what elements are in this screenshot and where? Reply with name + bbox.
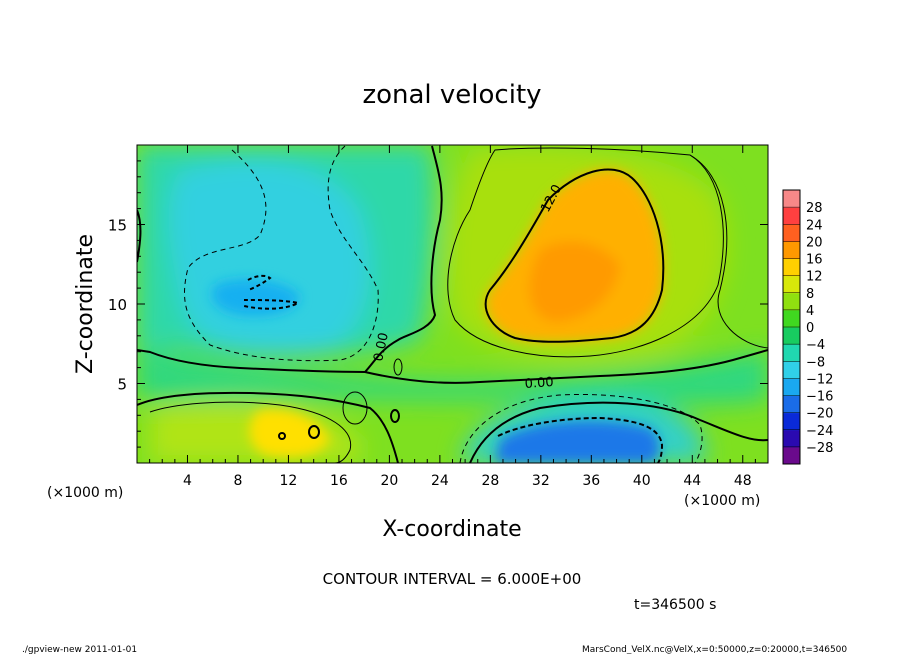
x-tick-label: 20 bbox=[380, 473, 398, 489]
time-text: t=346500 s bbox=[634, 597, 716, 613]
contour-6-small-c bbox=[342, 391, 368, 425]
y-axis: 5 10 15 bbox=[108, 160, 768, 448]
colorbar-swatch bbox=[783, 327, 800, 345]
colorbar-swatch bbox=[783, 207, 800, 225]
colorbar-swatch bbox=[783, 190, 800, 208]
y-tick-label: 10 bbox=[108, 296, 127, 314]
x-tick-label: 28 bbox=[481, 473, 499, 489]
colorbar-swatch bbox=[783, 429, 800, 448]
contour-12-small-b bbox=[278, 432, 286, 440]
colorbar-swatch bbox=[783, 361, 800, 379]
contour-6 bbox=[447, 147, 724, 358]
core-negative-lower bbox=[495, 420, 660, 463]
x-unit-label-right: (×1000 m) bbox=[684, 493, 760, 509]
y-axis-label: Z-coordinate bbox=[73, 234, 98, 374]
colorbar-swatch bbox=[783, 258, 800, 277]
contour-neg12-upperleft bbox=[243, 299, 301, 310]
contour-0-lowerright bbox=[469, 401, 768, 463]
contour-neg12-upperleft-b bbox=[247, 274, 272, 291]
contour-neg12-lower bbox=[497, 416, 664, 463]
colorbar-label: 4 bbox=[806, 304, 814, 319]
colorbar-label: −12 bbox=[806, 372, 833, 387]
contour-12 bbox=[484, 168, 665, 343]
contour-0-leftedge bbox=[137, 209, 142, 263]
colorbar-label: 24 bbox=[806, 218, 823, 233]
y-tick-label: 15 bbox=[108, 217, 127, 235]
contour-interval-text: CONTOUR INTERVAL = 6.000E+00 bbox=[323, 570, 582, 588]
contour-right-edge bbox=[689, 154, 768, 349]
colorbar-swatch bbox=[783, 309, 800, 328]
x-tick-label: 24 bbox=[431, 473, 449, 489]
x-axis: 4 8 12 16 20 24 28 32 36 40 44 48 bbox=[149, 145, 756, 489]
x-tick-label: 32 bbox=[532, 473, 550, 489]
core-positive-lower-left bbox=[249, 408, 330, 458]
colorbar-swatch bbox=[783, 395, 800, 414]
region-near-zero-band bbox=[137, 350, 768, 405]
colorbar-label: 16 bbox=[806, 253, 823, 268]
colorbar-label: −8 bbox=[806, 355, 825, 370]
colorbar-label: −4 bbox=[806, 338, 825, 353]
colorbar-swatch bbox=[783, 378, 800, 396]
colorbar-label: −20 bbox=[806, 407, 833, 422]
plot-area: 12.0 0.00 0.00 bbox=[136, 144, 769, 464]
colorbar-label: −16 bbox=[806, 390, 833, 405]
y-tick-label: 5 bbox=[117, 376, 127, 394]
x-tick-label: 40 bbox=[633, 473, 651, 489]
x-tick-label: 4 bbox=[183, 473, 192, 489]
footer-right: MarsCond_VelX.nc@VelX,x=0:50000,z=0:2000… bbox=[582, 645, 847, 654]
colorbar-swatch bbox=[783, 275, 800, 294]
contour-0-small-e bbox=[393, 358, 403, 376]
colorbar-swatch bbox=[783, 412, 800, 431]
contour-0-right bbox=[364, 349, 768, 384]
contour-neg6-upperleft bbox=[183, 145, 379, 362]
core-negative-upper-left bbox=[211, 279, 300, 316]
colorbar-swatch bbox=[783, 292, 800, 311]
x-tick-label: 16 bbox=[330, 473, 348, 489]
x-tick-label: 12 bbox=[280, 473, 298, 489]
x-tick-label: 48 bbox=[734, 473, 752, 489]
contour-0-lower bbox=[137, 391, 399, 463]
colorbar-label: −28 bbox=[806, 441, 833, 456]
colorbar-label: 28 bbox=[806, 201, 823, 216]
colorbar-label: 20 bbox=[806, 235, 823, 250]
x-unit-label-left: (×1000 m) bbox=[47, 485, 123, 501]
colorbar-label: 0 bbox=[806, 321, 814, 336]
contour-12-small-a bbox=[308, 425, 320, 439]
field-cores bbox=[211, 169, 664, 463]
contour-neg6-lower bbox=[459, 394, 703, 463]
colorbar-swatch bbox=[783, 344, 800, 362]
colorbar-label: 12 bbox=[806, 270, 823, 285]
contour-label-0-b: 0.00 bbox=[524, 375, 554, 392]
colorbar-swatch bbox=[783, 241, 800, 259]
footer-left: ./gpview-new 2011-01-01 bbox=[22, 645, 137, 654]
contour-6-lowerleft bbox=[149, 401, 352, 463]
colorbar-label: −24 bbox=[806, 424, 833, 439]
chart-title: zonal velocity bbox=[362, 80, 541, 110]
contour-0-main bbox=[137, 145, 443, 374]
colorbar: 28 24 20 16 12 8 4 0 −4 −8 −12 −16 −20 −24 −28 bbox=[782, 189, 833, 465]
x-tick-label: 8 bbox=[233, 473, 242, 489]
x-tick-label: 36 bbox=[582, 473, 600, 489]
x-axis-label: X-coordinate bbox=[382, 517, 521, 542]
contour-label-0-a: 0.00 bbox=[371, 331, 392, 362]
x-tick-label: 44 bbox=[683, 473, 701, 489]
core-positive-peak bbox=[529, 241, 620, 322]
colorbar-swatch bbox=[783, 446, 800, 465]
colorbar-label: 8 bbox=[806, 287, 814, 302]
contour-lines bbox=[137, 145, 768, 463]
colorbar-swatch bbox=[783, 224, 800, 242]
contour-0-small-d bbox=[390, 409, 400, 423]
